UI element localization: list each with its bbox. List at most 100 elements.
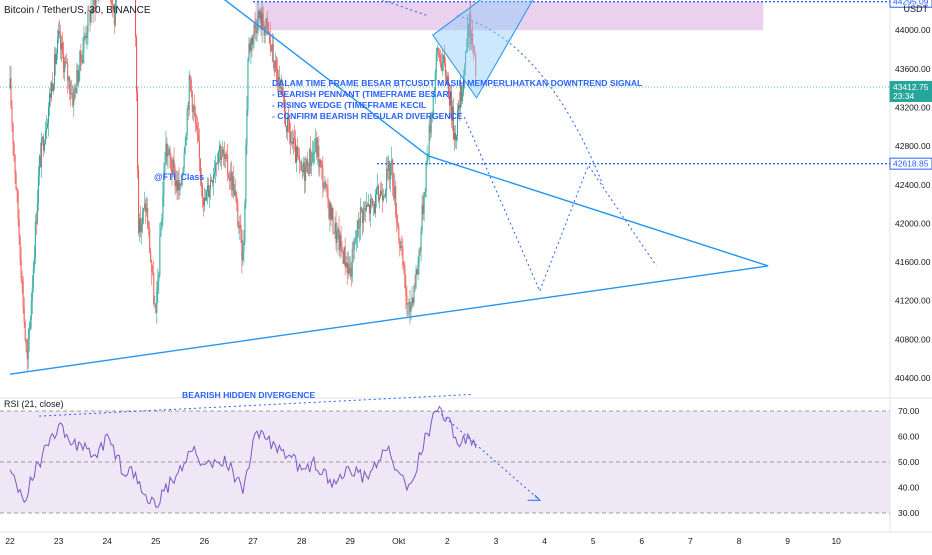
candle-body [184, 145, 186, 154]
time-tick-label: 7 [688, 536, 693, 546]
candle-body [340, 234, 342, 248]
time-tick-label: 6 [639, 536, 644, 546]
candle-body [460, 85, 462, 109]
candle-body [56, 53, 58, 64]
candle-body [161, 218, 163, 230]
candle-body [158, 274, 160, 282]
candle-body [282, 94, 284, 98]
candle-body [355, 237, 357, 242]
candle-body [438, 52, 440, 56]
candle-body [234, 190, 236, 196]
candle-body [204, 197, 206, 201]
candle-body [383, 195, 385, 201]
candle-body [191, 91, 193, 112]
candle-body [385, 190, 387, 197]
candle-body [468, 23, 470, 38]
candle-body [464, 65, 466, 76]
candle-body [392, 159, 394, 187]
candle-body [302, 170, 304, 173]
rsi-tick-label: 70.00 [898, 406, 920, 416]
candle-body [57, 37, 59, 54]
candle-body [150, 252, 152, 263]
time-tick-label: 9 [785, 536, 790, 546]
price-badge-timer: 23:34 [893, 91, 915, 101]
pennant-lower-trendline [9, 265, 769, 375]
price-tick-label: 43200.00 [895, 103, 931, 113]
candle-body [317, 145, 319, 157]
candle-body [265, 18, 267, 28]
candle-body [261, 13, 263, 30]
symbol-title: Bitcoin / TetherUS, 30, BINANCE [4, 5, 151, 16]
annotation-note-line: - BEARISH PENNANT (TIMEFRAME BESAR) [272, 89, 452, 99]
candle-body [113, 9, 115, 26]
candle-body [214, 171, 216, 175]
price-tick-label: 44000.00 [895, 25, 931, 35]
candle-body [224, 153, 226, 159]
candle-body [244, 202, 246, 242]
price-tick-label: 42800.00 [895, 141, 931, 151]
candle-body [339, 234, 341, 251]
candle-body [287, 116, 289, 120]
candle-body [178, 180, 180, 190]
candle-body [34, 221, 36, 259]
candle-body [198, 141, 200, 159]
candle-body [353, 242, 355, 250]
candle-body [155, 303, 157, 313]
candle-body [221, 156, 223, 161]
candle-body [10, 78, 12, 107]
candle-body [78, 71, 80, 83]
candle-body [174, 167, 176, 187]
candle-body [432, 93, 434, 115]
candle-body [232, 176, 234, 191]
candle-body [217, 163, 219, 165]
candle-body [146, 207, 148, 212]
candle-body [169, 148, 171, 158]
candle-body [363, 208, 365, 210]
candle-body [360, 207, 362, 211]
candle-body [256, 30, 258, 33]
rsi-indicator-label[interactable]: RSI (21, close) [4, 399, 64, 409]
candle-body [182, 167, 184, 176]
candle-body [230, 171, 232, 181]
candle-body [377, 185, 379, 189]
candle-body [435, 53, 437, 74]
candle-body [86, 32, 88, 39]
candle-body [372, 204, 374, 205]
candle-body [278, 76, 280, 82]
candle-body [429, 125, 431, 133]
price-badge-text: 43412.75 [893, 82, 929, 92]
candle-body [54, 54, 56, 85]
candle-body [140, 218, 142, 232]
candle-body [442, 55, 444, 63]
candle-body [283, 97, 285, 112]
annotation-note-line: - CONFIRM BEARISH REGULAR DIVERGENCE [272, 111, 463, 121]
candle-body [337, 229, 339, 232]
candle-body [147, 207, 149, 228]
candle-body [245, 145, 247, 203]
candle-body [235, 190, 237, 197]
candle-body [80, 50, 82, 60]
candle-body [11, 106, 13, 124]
candle-body [31, 287, 33, 302]
rsi-tick-label: 40.00 [898, 483, 920, 493]
candle-body [247, 59, 249, 110]
candle-body [43, 143, 45, 151]
time-tick-label: 28 [297, 536, 307, 546]
candle-body [154, 303, 156, 305]
rsi-tick-label: 30.00 [898, 508, 920, 518]
candle-body [135, 0, 137, 37]
candle-body [348, 263, 350, 274]
candle-body [394, 186, 396, 199]
candle-body [136, 36, 138, 93]
price-tick-label: 42400.00 [895, 180, 931, 190]
candle-body [91, 9, 93, 13]
candle-body [271, 44, 273, 52]
candle-body [279, 81, 281, 89]
candle-body [84, 35, 86, 37]
candle-body [395, 186, 397, 216]
candle-body [359, 207, 361, 227]
projection-path [463, 116, 657, 293]
candle-body [433, 91, 435, 94]
